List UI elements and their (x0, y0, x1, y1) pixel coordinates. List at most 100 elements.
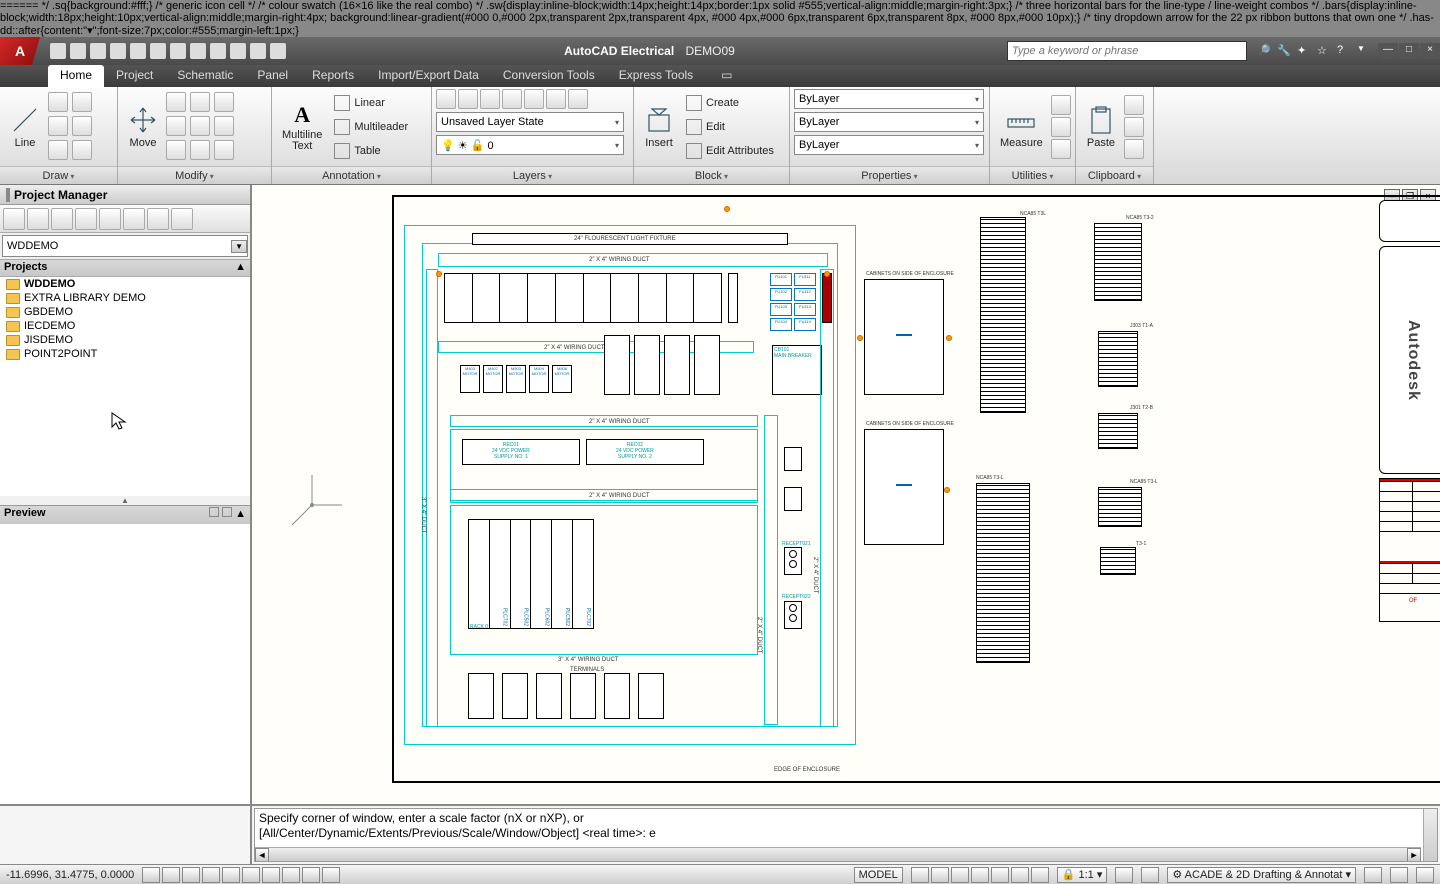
stretch-icon[interactable] (166, 140, 186, 160)
panel-utilities-title[interactable]: Utilities (990, 166, 1075, 184)
qat-undo-icon[interactable] (130, 43, 146, 59)
pm-refresh-icon[interactable] (27, 208, 49, 230)
project-node[interactable]: WDDEMO (0, 277, 250, 291)
copyclip-icon[interactable] (1124, 117, 1144, 137)
sb-qvl-icon[interactable] (951, 867, 969, 883)
layerprev-icon[interactable] (568, 89, 588, 109)
workspace-badge[interactable]: ⚙ ACADE & 2D Drafting & Annotat ▾ (1167, 867, 1356, 883)
grid-icon[interactable] (162, 867, 180, 883)
help-icon[interactable]: ? (1337, 44, 1351, 58)
hatch-toggle-icon[interactable] (1390, 867, 1408, 883)
close-button[interactable]: × (1420, 43, 1440, 59)
drawing-canvas[interactable]: — ❐ × 24" FLOURESCENT LIGHT FIXTURE 2" X… (252, 185, 1440, 804)
layerstate-combo[interactable]: Unsaved Layer State (436, 112, 624, 132)
lwt-icon[interactable] (302, 867, 320, 883)
cmd-hscroll[interactable]: ◄► (255, 847, 1421, 861)
project-node[interactable]: POINT2POINT (0, 347, 250, 361)
ducs-icon[interactable] (262, 867, 280, 883)
snap-icon[interactable] (142, 867, 160, 883)
insert-button[interactable]: Insert (638, 103, 680, 151)
subscription-icon[interactable]: ✦ (1297, 44, 1311, 58)
tab-conversion[interactable]: Conversion Tools (491, 65, 607, 87)
sb-layout-icon[interactable] (911, 867, 929, 883)
polar-icon[interactable] (202, 867, 220, 883)
qat-new-icon[interactable] (50, 43, 66, 59)
panel-draw-title[interactable]: Draw (0, 166, 117, 184)
tab-panel[interactable]: Panel (245, 65, 300, 87)
cleanscreen-icon[interactable] (1416, 867, 1434, 883)
pv-btn1-icon[interactable] (209, 507, 219, 517)
cmd-vscroll[interactable] (1423, 809, 1437, 861)
edit-attr-button[interactable]: Edit Attributes (682, 140, 778, 162)
pm-preview-header[interactable]: Preview ▲ (0, 506, 250, 524)
trim-icon[interactable] (214, 92, 234, 112)
quickcalc-icon[interactable] (1051, 117, 1071, 137)
command-line[interactable]: Specify corner of window, enter a scale … (254, 808, 1438, 862)
qat-sync-icon[interactable] (250, 43, 266, 59)
qat-print-icon[interactable] (170, 43, 186, 59)
osnap-icon[interactable] (222, 867, 240, 883)
tab-project[interactable]: Project (104, 65, 165, 87)
mtext-button[interactable]: A Multiline Text (276, 100, 328, 154)
panel-annotation-title[interactable]: Annotation (272, 166, 431, 184)
model-badge[interactable]: MODEL (854, 867, 903, 883)
tab-collapse-icon[interactable]: ▭ (709, 65, 744, 87)
qat-left-icon[interactable] (210, 43, 226, 59)
tab-home[interactable]: Home (48, 65, 104, 87)
pm-new-icon[interactable] (3, 208, 25, 230)
dyn-icon[interactable] (282, 867, 300, 883)
pm-help-icon[interactable] (171, 208, 193, 230)
app-logo[interactable]: A (0, 37, 40, 65)
qp-icon[interactable] (322, 867, 340, 883)
maximize-button[interactable]: □ (1399, 43, 1419, 59)
project-node[interactable]: EXTRA LIBRARY DEMO (0, 291, 250, 305)
layeroff-icon[interactable] (502, 89, 522, 109)
sb-zoom-icon[interactable] (991, 867, 1009, 883)
panel-layers-title[interactable]: Layers (432, 166, 633, 184)
layerfreeze-icon[interactable] (480, 89, 500, 109)
scale-icon[interactable] (190, 116, 210, 136)
arc-icon[interactable] (72, 92, 92, 112)
panel-block-title[interactable]: Block (634, 166, 789, 184)
layeriso-icon[interactable] (458, 89, 478, 109)
otrack-icon[interactable] (242, 867, 260, 883)
color-combo[interactable]: ByLayer (794, 89, 984, 109)
binoculars-icon[interactable]: 🔎 (1257, 44, 1271, 58)
annoscale-badge[interactable]: 🔒 1:1 ▾ (1057, 867, 1108, 883)
pm-tree[interactable]: WDDEMO EXTRA LIBRARY DEMO GBDEMO IECDEMO… (0, 277, 250, 496)
edit-block-button[interactable]: Edit (682, 116, 778, 138)
tab-express[interactable]: Express Tools (607, 65, 705, 87)
layer-combo[interactable]: 💡 ☀ 🔓 0 (436, 135, 624, 155)
multileader-button[interactable]: Multileader (330, 116, 412, 138)
qat-plot-icon[interactable] (190, 43, 206, 59)
layermatch-icon[interactable] (546, 89, 566, 109)
offset-icon[interactable] (214, 140, 234, 160)
tab-reports[interactable]: Reports (300, 65, 366, 87)
layerstate-icon[interactable] (436, 89, 456, 109)
pm-settings-icon[interactable] (147, 208, 169, 230)
selectall-icon[interactable] (1051, 95, 1071, 115)
collapse-icon[interactable]: ▲ (235, 261, 246, 275)
line-button[interactable]: Line (4, 103, 46, 151)
ortho-icon[interactable] (182, 867, 200, 883)
paste-button[interactable]: Paste (1080, 103, 1122, 151)
qat-redo-icon[interactable] (150, 43, 166, 59)
panel-properties-title[interactable]: Properties (790, 166, 989, 184)
sb-quickview-icon[interactable] (931, 867, 949, 883)
table-button[interactable]: Table (330, 140, 412, 162)
pm-dwg-icon[interactable] (51, 208, 73, 230)
comm-icon[interactable]: 🔧 (1277, 44, 1291, 58)
pm-project-combo[interactable]: WDDEMO (2, 235, 248, 257)
qat-open-icon[interactable] (70, 43, 86, 59)
tab-importexport[interactable]: Import/Export Data (366, 65, 491, 87)
linear-dim-button[interactable]: Linear (330, 92, 412, 114)
panel-clipboard-title[interactable]: Clipboard (1076, 166, 1153, 184)
annovis-icon[interactable] (1115, 867, 1133, 883)
qat-more-icon[interactable] (270, 43, 286, 59)
cut-icon[interactable] (1124, 95, 1144, 115)
circle-icon[interactable] (48, 116, 68, 136)
sb-pan-icon[interactable] (971, 867, 989, 883)
layerlock-icon[interactable] (524, 89, 544, 109)
project-node[interactable]: IECDEMO (0, 319, 250, 333)
fillet-icon[interactable] (214, 116, 234, 136)
